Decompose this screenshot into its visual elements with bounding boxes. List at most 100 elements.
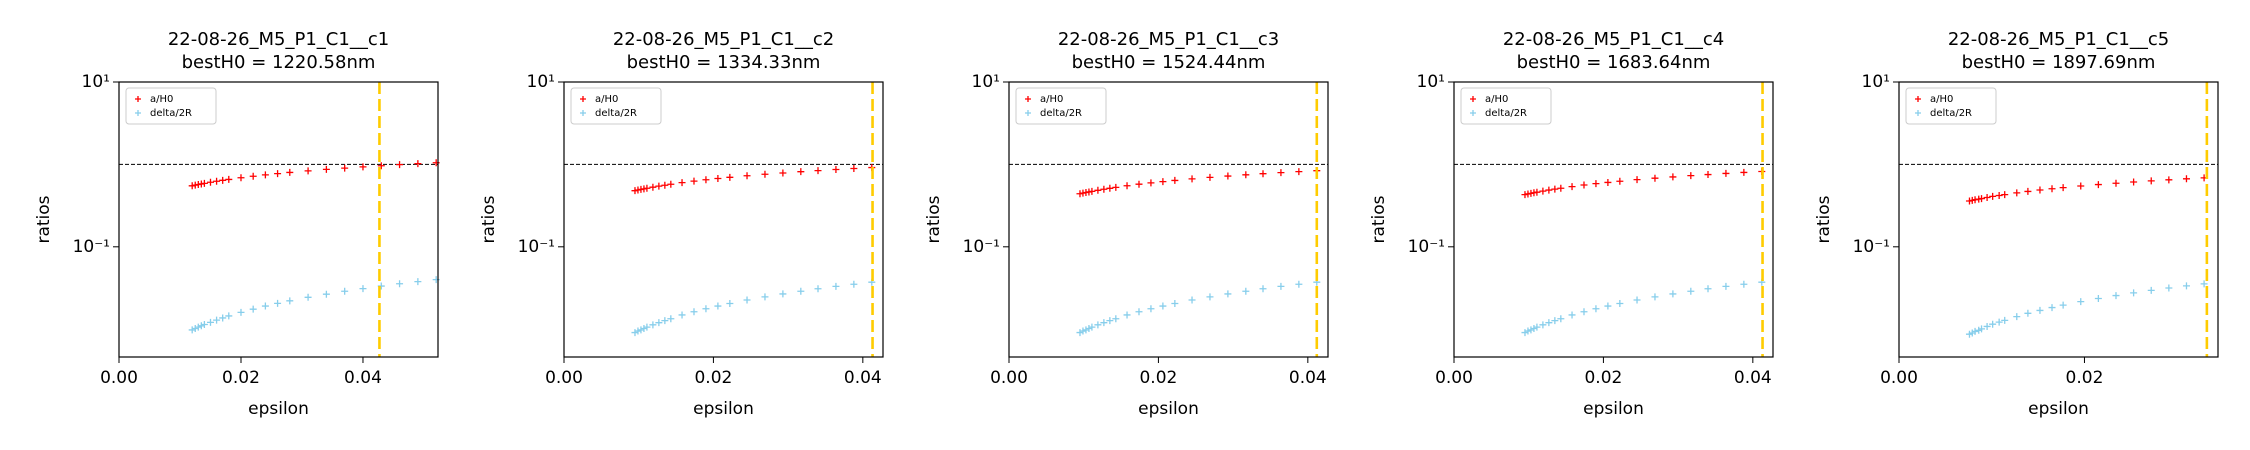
point (1147, 305, 1155, 313)
point (2048, 185, 2056, 193)
point (414, 278, 422, 286)
point (726, 300, 734, 308)
point (678, 311, 686, 319)
legend-marker (580, 96, 586, 102)
point (1123, 311, 1131, 319)
point (1135, 180, 1143, 188)
point (1545, 319, 1553, 327)
point (286, 168, 294, 176)
point (1545, 186, 1553, 194)
point (1242, 287, 1250, 295)
chart-subtitle: bestH0 = 1334.33nm (627, 52, 821, 73)
x-axis-label: epsilon (2028, 399, 2089, 419)
point (634, 327, 642, 335)
y-tick-label: 10⁻¹ (1853, 237, 1890, 257)
legend-marker (135, 110, 141, 116)
axes-frame (118, 81, 439, 358)
point (743, 296, 751, 304)
point (678, 179, 686, 187)
point (2059, 184, 2067, 192)
legend-label: delta/2R (150, 108, 192, 119)
point (2094, 181, 2102, 189)
point (779, 169, 787, 177)
point (702, 176, 710, 184)
point (1983, 193, 1991, 201)
point (1094, 186, 1102, 194)
y-tick-label: 10⁻¹ (518, 237, 555, 257)
point (249, 172, 257, 180)
point (2013, 189, 2021, 197)
point (194, 323, 202, 331)
point (1687, 172, 1695, 180)
point (1082, 326, 1090, 334)
point (832, 282, 840, 290)
point (414, 160, 422, 168)
point (631, 329, 639, 337)
point (640, 325, 648, 333)
point (225, 175, 233, 183)
point (1557, 315, 1565, 323)
x-tick-label: 0.02 (1139, 368, 1177, 388)
point (322, 165, 330, 173)
y-tick-label: 10¹ (1862, 72, 1890, 92)
x-tick-label: 0.04 (1734, 368, 1772, 388)
point (631, 187, 639, 195)
point (206, 178, 214, 186)
point (661, 317, 669, 325)
point (359, 285, 367, 293)
point (1088, 323, 1096, 331)
point (1592, 180, 1600, 188)
point (2077, 182, 2085, 190)
point (1112, 183, 1120, 191)
point (1740, 168, 1748, 176)
point (1592, 305, 1600, 313)
point (1539, 321, 1547, 329)
point (643, 323, 651, 331)
point (2147, 177, 2155, 185)
chart-title: 22-08-26_M5_P1_C1__c3 (1058, 29, 1279, 50)
point (1147, 179, 1155, 187)
legend-marker (135, 96, 141, 102)
point (1530, 325, 1538, 333)
point (2048, 304, 2056, 312)
legend-label: a/H0 (1485, 94, 1508, 105)
x-tick-label: 0.04 (1289, 368, 1327, 388)
point (1669, 290, 1677, 298)
point (2024, 309, 2032, 317)
legend-marker (1470, 110, 1476, 116)
point (1206, 293, 1214, 301)
y-axis-label: ratios (924, 195, 944, 243)
chart-title: 22-08-26_M5_P1_C1__c1 (168, 29, 389, 50)
point (1539, 187, 1547, 195)
point (261, 171, 269, 179)
point (1171, 176, 1179, 184)
point (832, 166, 840, 174)
x-tick-label: 0.04 (344, 368, 382, 388)
point (743, 172, 751, 180)
point (396, 161, 404, 169)
point (1259, 285, 1267, 293)
legend-marker (1915, 110, 1921, 116)
point (237, 308, 245, 316)
legend-marker (1915, 96, 1921, 102)
x-axis-label: epsilon (248, 399, 309, 419)
point (1171, 300, 1179, 308)
point (1633, 176, 1641, 184)
point (341, 164, 349, 172)
x-tick-label: 0.00 (990, 368, 1028, 388)
point (655, 319, 663, 327)
legend-box (1015, 87, 1107, 125)
point (286, 297, 294, 305)
legend-label: a/H0 (150, 94, 173, 105)
point (655, 182, 663, 190)
point (1704, 171, 1712, 179)
point (206, 318, 214, 326)
point (274, 170, 282, 178)
point (1295, 280, 1303, 288)
point (219, 314, 227, 322)
point (1159, 302, 1167, 310)
point (661, 181, 669, 189)
point (1112, 315, 1120, 323)
point (2182, 175, 2190, 183)
